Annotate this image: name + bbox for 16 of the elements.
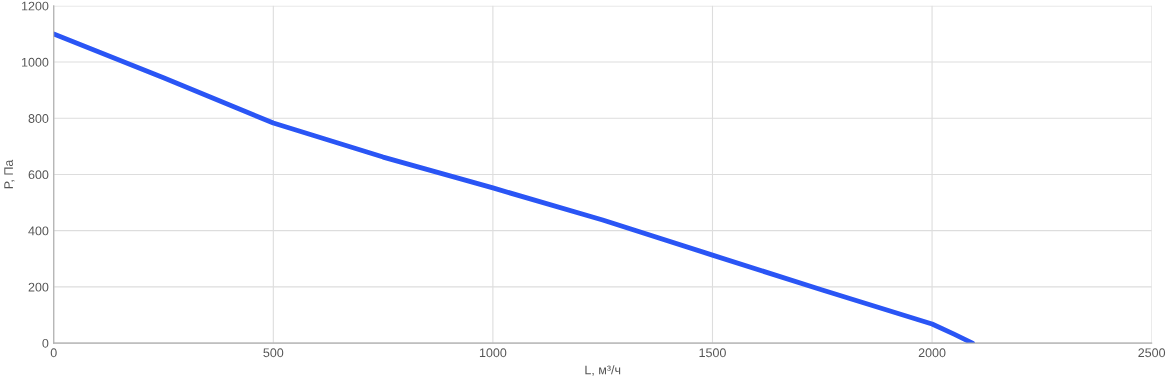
x-tick-label: 1500: [699, 348, 726, 358]
y-tick-label: 0: [42, 338, 49, 348]
y-tick-label: 200: [28, 282, 49, 292]
x-tick-label: 1000: [479, 348, 507, 358]
y-tick-label: 1200: [22, 1, 49, 11]
y-axis-title: P, Па: [4, 159, 15, 189]
line-series: [53, 31, 975, 344]
x-tick-label: 2500: [1138, 348, 1166, 358]
y-tick-label: 800: [28, 114, 49, 123]
x-tick-label: 0: [50, 348, 57, 358]
x-axis-title: L, м³/ч: [585, 365, 621, 376]
y-tick-label: 1000: [22, 57, 49, 67]
x-tick-label: 500: [263, 348, 284, 358]
y-tick-label: 600: [28, 170, 49, 180]
x-tick-label: 2000: [918, 348, 946, 358]
y-tick-label: 400: [28, 226, 49, 236]
